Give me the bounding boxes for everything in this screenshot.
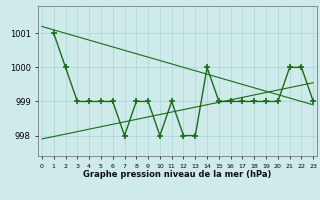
X-axis label: Graphe pression niveau de la mer (hPa): Graphe pression niveau de la mer (hPa) (84, 170, 272, 179)
